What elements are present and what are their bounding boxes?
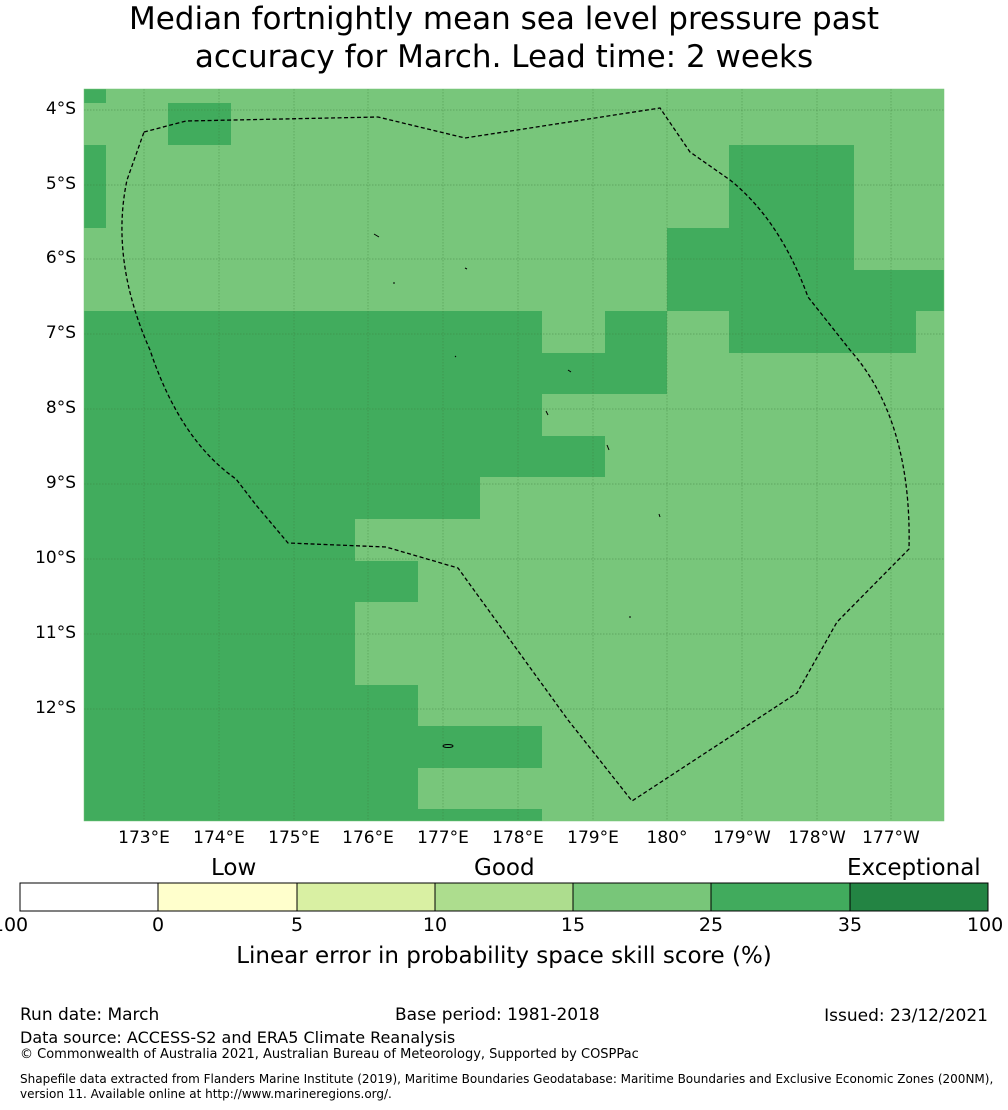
colorbar-tick: 0 (151, 914, 165, 936)
colorbar-tick: 5 (290, 914, 304, 936)
colorbar-tick: 25 (698, 914, 724, 936)
lat-label: 8°S (45, 398, 76, 418)
colorbar-segment (157, 882, 298, 912)
lon-label: 174°E (193, 828, 245, 848)
chart-title: Median fortnightly mean sea level pressu… (0, 0, 1008, 76)
colorbar-segment (296, 882, 436, 912)
lat-label: 6°S (45, 248, 76, 268)
colorbar (19, 882, 989, 912)
run-date: Run date: March (20, 1005, 160, 1025)
lat-label: 5°S (45, 174, 76, 194)
lon-label: 175°E (268, 828, 320, 848)
colorbar-segment (572, 882, 712, 912)
data-source: Data source: ACCESS-S2 and ERA5 Climate … (20, 1028, 456, 1047)
colorbar-tick: 10 (422, 914, 448, 936)
colorbar-category-exceptional: Exceptional (847, 855, 981, 881)
lon-label: 177°E (417, 828, 469, 848)
colorbar-tick: 100 (967, 914, 1004, 936)
colorbar-segment (849, 882, 989, 912)
lat-label: 12°S (35, 698, 76, 718)
colorbar-segment (710, 882, 851, 912)
map-frame (83, 88, 945, 822)
colorbar-category-low: Low (211, 855, 257, 881)
colorbar-segment (434, 882, 574, 912)
copyright: © Commonwealth of Australia 2021, Austra… (20, 1047, 639, 1062)
lon-label: 179°E (567, 828, 619, 848)
lat-label: 4°S (45, 99, 76, 119)
lat-label: 7°S (45, 323, 76, 343)
lon-label: 178°E (492, 828, 544, 848)
lon-label: 177°W (862, 828, 920, 848)
title-line-1: Median fortnightly mean sea level pressu… (128, 1, 880, 37)
colorbar-category-good: Good (474, 855, 535, 881)
colorbar-segment (19, 882, 159, 912)
lon-label: 176°E (342, 828, 394, 848)
lat-label: 10°S (35, 548, 76, 568)
colorbar-tick: 35 (837, 914, 863, 936)
mid-green-cells (84, 89, 944, 821)
lat-label: 11°S (35, 623, 76, 643)
lon-label: 180° (646, 828, 688, 848)
colorbar-label: Linear error in probability space skill … (236, 943, 772, 969)
title-line-2: accuracy for March. Lead time: 2 weeks (194, 39, 814, 75)
lat-label: 9°S (45, 473, 76, 493)
lon-label: 173°E (118, 828, 170, 848)
lon-label: 179°W (713, 828, 771, 848)
eez-boundary (121, 107, 910, 802)
colorbar-tick: -100 (0, 914, 29, 936)
colorbar-tick: 15 (560, 914, 586, 936)
islands (373, 233, 661, 748)
issued-date: Issued: 23/12/2021 (824, 1006, 988, 1026)
shapefile-credit: Shapefile data extracted from Flanders M… (20, 1072, 994, 1101)
base-period: Base period: 1981-2018 (395, 1005, 600, 1025)
lon-label: 178°W (788, 828, 846, 848)
grid-lines (84, 89, 944, 821)
